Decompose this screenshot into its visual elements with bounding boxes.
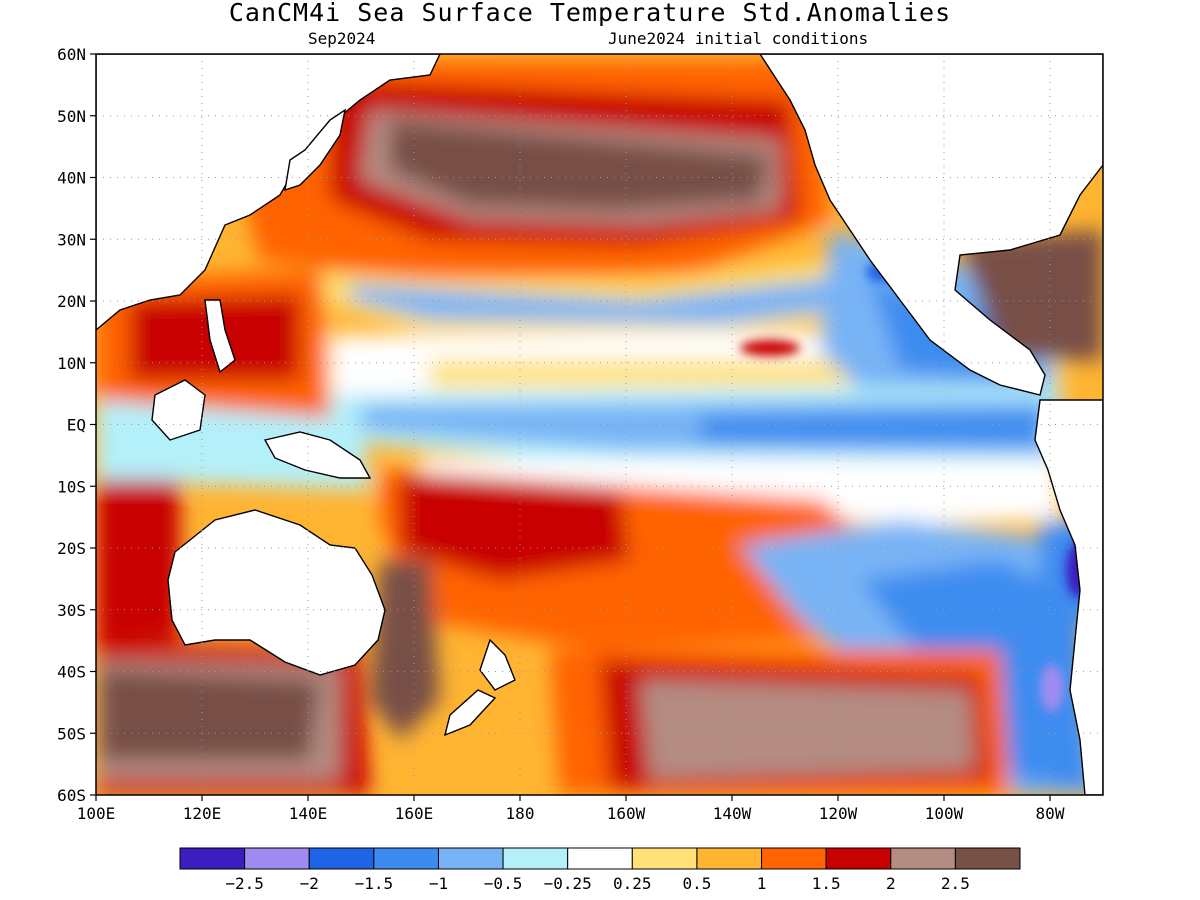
lat-tick-label: 10S [57,477,86,496]
lon-tick-label: 80W [1036,804,1065,823]
lat-tick-label: 50N [57,107,86,126]
land [96,54,1103,795]
japan [284,108,347,192]
colorbar-label: −2.5 [225,874,264,893]
borneo [151,379,206,441]
lon-tick-label: 160W [607,804,646,823]
colorbar-swatch [179,847,246,870]
lat-tick-label: 40S [57,663,86,682]
initial-conditions-label: June2024 initial conditions [608,29,869,48]
new-zealand-north [479,638,516,691]
lat-tick-label: EQ [67,416,86,435]
lat-tick-label: 60S [57,786,86,805]
lon-tick-label: 160E [395,804,434,823]
anomaly-field [96,54,1103,795]
colorbar-label: 2 [886,874,896,893]
colorbar-label: 1.5 [812,874,841,893]
chart-title: CanCM4i Sea Surface Temperature Std.Anom… [228,0,952,27]
colorbar-swatch [890,847,956,870]
lat-tick-label: 20N [57,292,86,311]
lat-tick-label: 50S [57,724,86,743]
colorbar-swatch [696,847,763,870]
lon-tick-label: 100E [77,804,116,823]
new-zealand-south [443,689,497,737]
lat-tick-label: 20S [57,539,86,558]
lon-tick-label: 120E [183,804,222,823]
colorbar-swatch [954,847,1021,870]
colorbar-swatch [373,847,439,870]
colorbar-label: −1.5 [355,874,394,893]
colorbar-swatch [761,847,827,870]
colorbar-swatch [308,847,375,870]
longitude-axis: 100E 120E 140E 160E 180 160W 140W 120W 100W 80W [77,795,1065,823]
north-america [759,54,1103,396]
colorbar-swatch [437,847,504,870]
lat-tick-label: 30S [57,601,86,620]
lon-tick-label: 180 [506,804,535,823]
australia [167,509,386,676]
valid-month-label: Sep2024 [308,29,376,48]
colorbar-label: 0.5 [682,874,711,893]
asia [96,54,441,331]
colorbar-swatch [631,847,698,870]
colorbar-swatch [244,847,310,870]
new-guinea [263,431,372,479]
lon-tick-label: 100W [925,804,964,823]
latitude-axis: 60N 50N 40N 30N 20N 10N EQ 10S 20S 30S 40S 50S 60S [57,45,96,805]
lon-tick-label: 140E [289,804,328,823]
lat-tick-label: 60N [57,45,86,64]
lat-tick-label: 40N [57,169,86,188]
colorbar: −2.5 −2 −1.5 −1 −0.5 −0.25 0.25 0.5 1 1.5 2 2.5 [179,847,1021,893]
colorbar-label: −1 [429,874,448,893]
colorbar-label: 2.5 [941,874,970,893]
colorbar-label: 0.25 [613,874,652,893]
colorbar-label: −2 [300,874,319,893]
lat-tick-label: 30N [57,230,86,249]
lon-tick-label: 120W [819,804,858,823]
colorbar-label: −0.25 [544,874,592,893]
colorbar-swatch [502,847,569,870]
south-america [1034,399,1103,795]
philippines [204,299,236,374]
lon-tick-label: 140W [713,804,752,823]
colorbar-swatch [567,847,633,870]
colorbar-swatch [825,847,892,870]
colorbar-label: −0.5 [484,874,523,893]
lat-tick-label: 10N [57,354,86,373]
colorbar-label: 1 [757,874,767,893]
